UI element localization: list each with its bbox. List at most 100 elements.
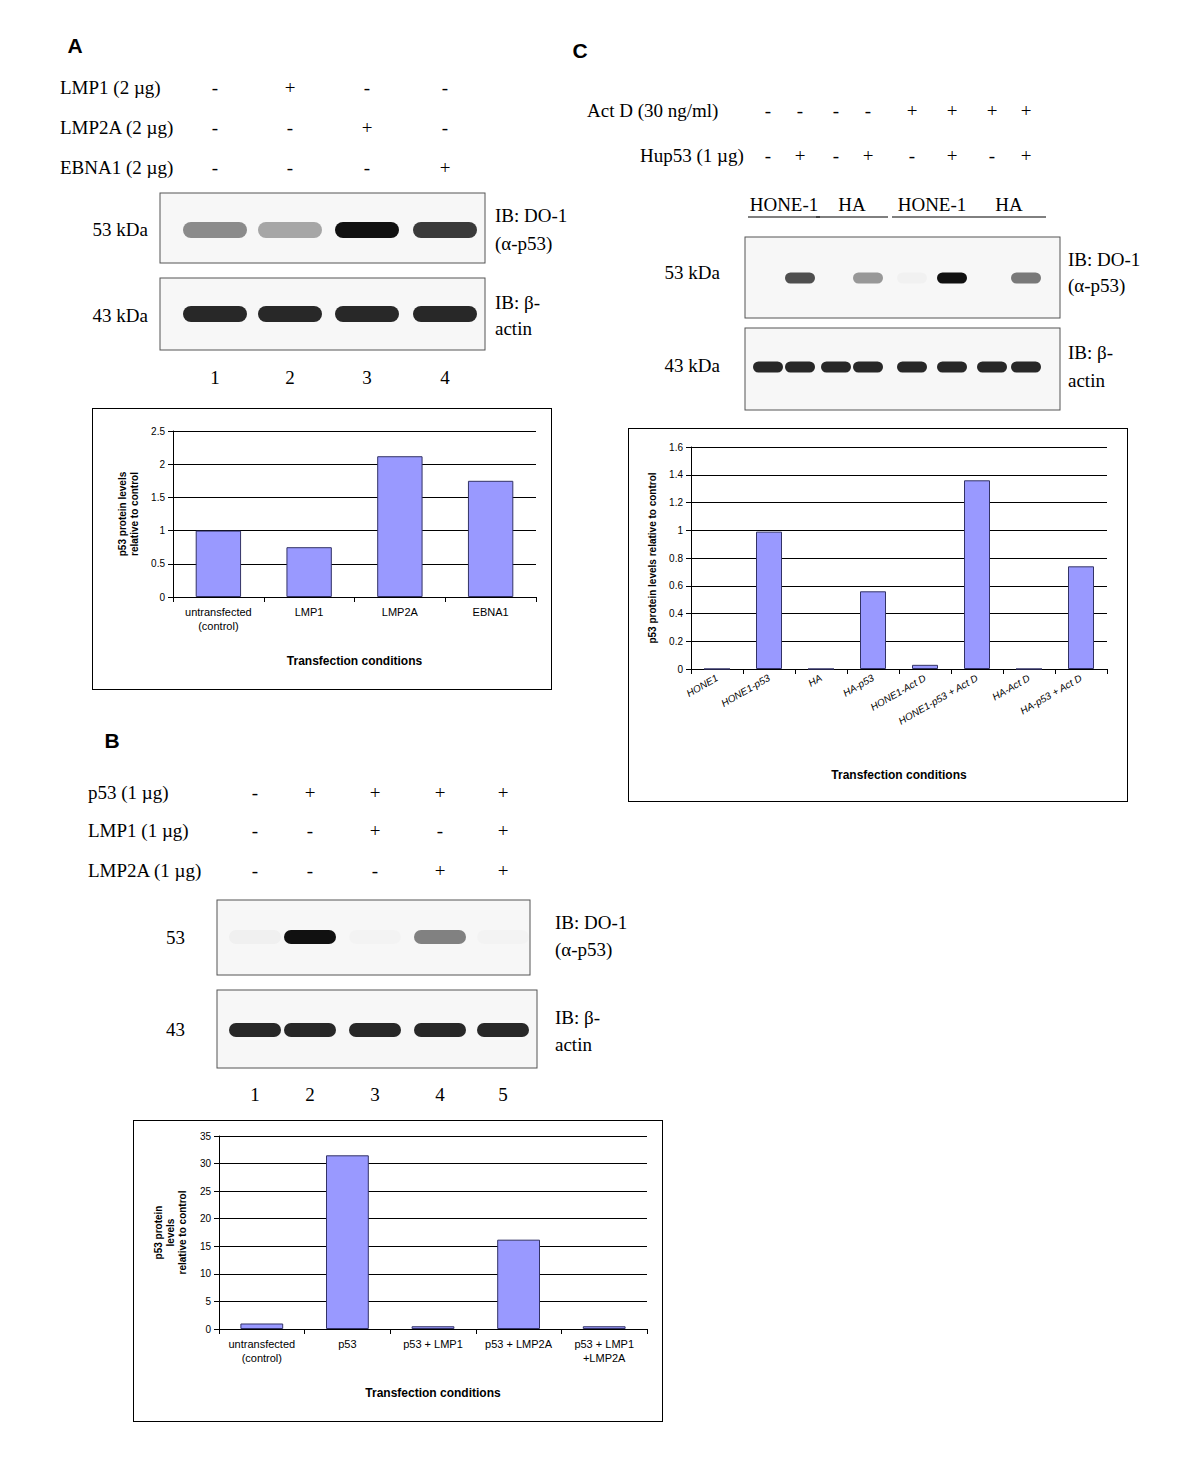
svg-text:10: 10 <box>200 1268 212 1279</box>
svg-text:4: 4 <box>435 1084 445 1105</box>
svg-text:1: 1 <box>159 525 165 536</box>
svg-text:2: 2 <box>285 367 295 388</box>
svg-text:p53 protein: p53 protein <box>153 1206 164 1260</box>
svg-text:HA: HA <box>838 194 866 215</box>
svg-text:LMP2A (2 µg): LMP2A (2 µg) <box>60 117 173 139</box>
svg-text:+: + <box>285 77 296 98</box>
svg-text:-: - <box>437 820 443 841</box>
svg-text:-: - <box>287 157 293 178</box>
svg-text:+: + <box>498 820 509 841</box>
svg-text:-: - <box>865 100 871 121</box>
svg-text:2: 2 <box>305 1084 315 1105</box>
svg-text:-: - <box>833 100 839 121</box>
svg-text:IB: β-: IB: β- <box>1068 342 1113 363</box>
svg-text:-: - <box>252 820 258 841</box>
svg-text:-: - <box>909 145 915 166</box>
svg-text:-: - <box>372 860 378 881</box>
svg-text:-: - <box>212 77 218 98</box>
svg-text:(α-p53): (α-p53) <box>555 939 612 961</box>
svg-text:Act D (30 ng/ml): Act D (30 ng/ml) <box>587 100 718 122</box>
svg-text:p53 + LMP2A: p53 + LMP2A <box>485 1338 553 1350</box>
svg-text:3: 3 <box>362 367 372 388</box>
svg-text:-: - <box>797 100 803 121</box>
svg-text:5: 5 <box>498 1084 508 1105</box>
svg-text:Transfection conditions: Transfection conditions <box>365 1386 501 1400</box>
svg-text:LMP1 (1 µg): LMP1 (1 µg) <box>88 820 189 842</box>
svg-text:+: + <box>947 145 958 166</box>
svg-text:-: - <box>364 77 370 98</box>
svg-text:+: + <box>435 782 446 803</box>
svg-text:+: + <box>863 145 874 166</box>
svg-text:-: - <box>442 77 448 98</box>
svg-text:53 kDa: 53 kDa <box>93 219 149 240</box>
svg-text:-: - <box>765 100 771 121</box>
svg-text:20: 20 <box>200 1213 212 1224</box>
svg-text:LMP2A: LMP2A <box>382 606 419 618</box>
svg-text:A: A <box>67 34 82 57</box>
svg-text:EBNA1 (2 µg): EBNA1 (2 µg) <box>60 157 173 179</box>
svg-text:-: - <box>287 117 293 138</box>
svg-text:untransfected: untransfected <box>185 606 252 618</box>
svg-text:3: 3 <box>370 1084 380 1105</box>
svg-text:-: - <box>833 145 839 166</box>
svg-text:0: 0 <box>205 1324 211 1335</box>
svg-text:-: - <box>765 145 771 166</box>
svg-text:p53 protein levels: p53 protein levels <box>117 471 128 556</box>
svg-text:p53: p53 <box>338 1338 356 1350</box>
svg-text:0: 0 <box>159 592 165 603</box>
svg-text:C: C <box>572 39 587 62</box>
svg-text:p53 protein levels relative to: p53 protein levels relative to control <box>647 472 658 643</box>
svg-text:-: - <box>212 117 218 138</box>
svg-text:LMP2A (1 µg): LMP2A (1 µg) <box>88 860 201 882</box>
svg-text:0: 0 <box>677 664 683 675</box>
svg-text:+: + <box>370 782 381 803</box>
svg-text:HA-Act D: HA-Act D <box>990 672 1032 702</box>
svg-text:1: 1 <box>677 525 683 536</box>
svg-text:+: + <box>1021 100 1032 121</box>
svg-text:+: + <box>435 860 446 881</box>
svg-text:Transfection conditions: Transfection conditions <box>287 654 423 668</box>
svg-text:+: + <box>498 860 509 881</box>
svg-text:-: - <box>989 145 995 166</box>
svg-text:43 kDa: 43 kDa <box>93 305 149 326</box>
svg-text:relative to control: relative to control <box>129 472 140 556</box>
svg-text:1.6: 1.6 <box>669 442 683 453</box>
svg-text:+: + <box>362 117 373 138</box>
svg-text:IB: DO-1: IB: DO-1 <box>1068 249 1140 270</box>
svg-text:0.8: 0.8 <box>669 553 683 564</box>
svg-text:B: B <box>104 729 119 752</box>
svg-text:actin: actin <box>495 318 532 339</box>
svg-text:-: - <box>307 820 313 841</box>
svg-text:+: + <box>440 157 451 178</box>
svg-text:15: 15 <box>200 1241 212 1252</box>
svg-text:actin: actin <box>555 1034 592 1055</box>
svg-text:IB: DO-1: IB: DO-1 <box>495 205 567 226</box>
svg-text:53: 53 <box>166 927 185 948</box>
svg-text:LMP1: LMP1 <box>295 606 324 618</box>
svg-text:0.2: 0.2 <box>669 636 683 647</box>
svg-text:untransfected: untransfected <box>228 1338 295 1350</box>
svg-text:HA-p53: HA-p53 <box>841 672 876 699</box>
svg-text:HA-p53 + Act D: HA-p53 + Act D <box>1018 672 1083 716</box>
svg-text:relative to control: relative to control <box>177 1190 188 1274</box>
svg-text:Hup53 (1 µg): Hup53 (1 µg) <box>640 145 744 167</box>
svg-text:1.5: 1.5 <box>151 492 165 503</box>
svg-text:+: + <box>947 100 958 121</box>
svg-text:1: 1 <box>210 367 220 388</box>
svg-text:+: + <box>370 820 381 841</box>
svg-text:1.2: 1.2 <box>669 497 683 508</box>
svg-text:1.4: 1.4 <box>669 469 683 480</box>
svg-text:53 kDa: 53 kDa <box>665 262 721 283</box>
svg-text:HONE-1: HONE-1 <box>750 194 819 215</box>
svg-text:HA: HA <box>995 194 1023 215</box>
svg-text:-: - <box>442 117 448 138</box>
svg-text:2: 2 <box>159 459 165 470</box>
svg-text:43 kDa: 43 kDa <box>665 355 721 376</box>
svg-text:Transfection conditions: Transfection conditions <box>831 768 967 782</box>
svg-text:+LMP2A: +LMP2A <box>583 1352 626 1364</box>
svg-text:IB: DO-1: IB: DO-1 <box>555 912 627 933</box>
svg-text:HONE-1: HONE-1 <box>898 194 967 215</box>
svg-text:IB: β-: IB: β- <box>555 1007 600 1028</box>
svg-text:HA: HA <box>806 672 824 689</box>
svg-text:EBNA1: EBNA1 <box>473 606 509 618</box>
